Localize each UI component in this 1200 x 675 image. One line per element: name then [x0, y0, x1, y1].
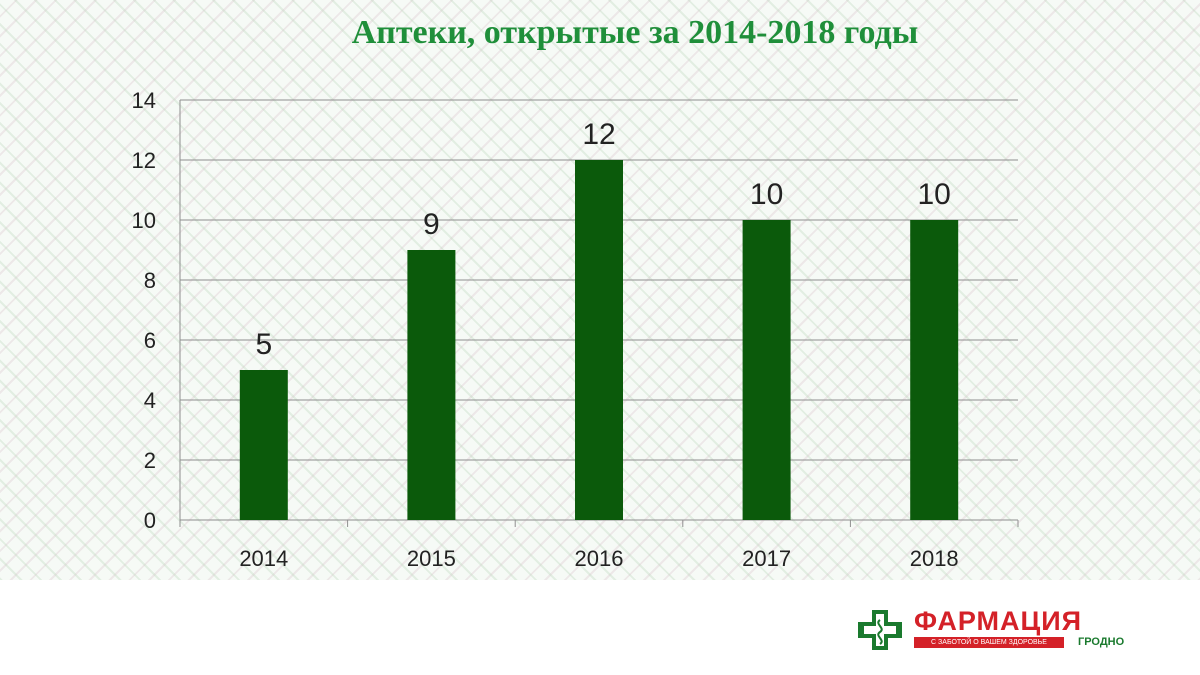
data-label: 9: [423, 208, 440, 241]
y-tick-label: 6: [144, 328, 156, 353]
bar: [407, 250, 456, 520]
y-tick-label: 2: [144, 448, 156, 473]
company-logo: ФАРМАЦИЯ С ЗАБОТОЙ О ВАШЕМ ЗДОРОВЬЕ ГРОД…: [852, 606, 1142, 652]
logo-tagline: С ЗАБОТОЙ О ВАШЕМ ЗДОРОВЬЕ: [914, 637, 1064, 648]
data-label: 12: [582, 118, 615, 151]
bar: [742, 220, 791, 520]
bar: [575, 160, 623, 520]
bar: [239, 370, 288, 520]
bar: [910, 220, 959, 520]
x-tick-label: 2018: [910, 546, 959, 571]
pharmacy-cross-icon: [858, 610, 902, 650]
y-tick-label: 14: [132, 88, 156, 113]
chart-title: Аптеки, открытые за 2014-2018 годы: [351, 14, 919, 51]
logo-city: ГРОДНО: [1078, 636, 1125, 648]
y-tick-label: 4: [144, 388, 156, 413]
logo-wordmark: ФАРМАЦИЯ: [914, 606, 1083, 636]
x-tick-label: 2016: [575, 546, 624, 571]
y-tick-label: 10: [132, 208, 156, 233]
data-label: 5: [255, 328, 272, 361]
x-tick-label: 2014: [239, 546, 288, 571]
x-tick-label: 2017: [742, 546, 791, 571]
y-tick-label: 0: [144, 508, 156, 533]
y-tick-label: 12: [132, 148, 156, 173]
data-label: 10: [918, 178, 951, 211]
data-label: 10: [750, 178, 783, 211]
bar-chart: 0 2 4 6 8 10 12 14 5 2014 9 2015 12 2016 10 2017 10 2018: [132, 88, 1019, 571]
x-tick-label: 2015: [407, 546, 456, 571]
y-tick-label: 8: [144, 268, 156, 293]
